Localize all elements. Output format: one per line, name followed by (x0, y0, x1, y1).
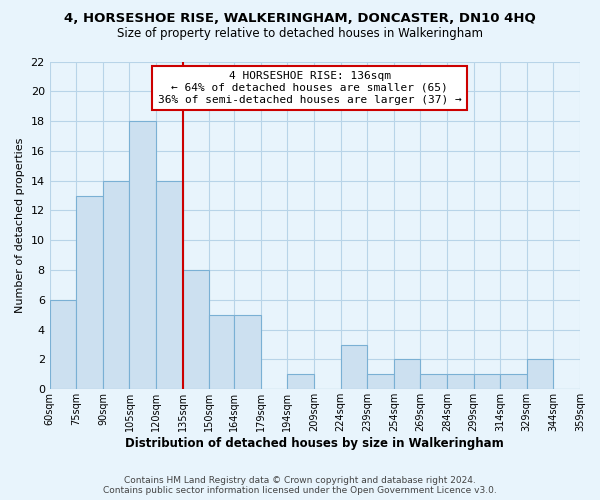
Bar (234, 315, 261, 390)
Y-axis label: Number of detached properties: Number of detached properties (15, 138, 25, 313)
Bar (447, 374, 473, 390)
Bar (76, 196, 103, 390)
X-axis label: Distribution of detached houses by size in Walkeringham: Distribution of detached houses by size … (125, 437, 504, 450)
Bar (341, 344, 367, 390)
Text: 4, HORSESHOE RISE, WALKERINGHAM, DONCASTER, DN10 4HQ: 4, HORSESHOE RISE, WALKERINGHAM, DONCAST… (64, 12, 536, 26)
Bar (527, 360, 553, 390)
Bar (156, 180, 182, 390)
Bar (367, 374, 394, 390)
Bar (130, 121, 156, 390)
Bar (473, 374, 500, 390)
Bar (182, 270, 209, 390)
Bar (50, 300, 76, 390)
Bar (500, 374, 527, 390)
Bar (394, 360, 421, 390)
Bar (421, 374, 447, 390)
Bar (103, 180, 130, 390)
Bar (209, 315, 234, 390)
Text: Contains HM Land Registry data © Crown copyright and database right 2024.
Contai: Contains HM Land Registry data © Crown c… (103, 476, 497, 495)
Text: 4 HORSESHOE RISE: 136sqm
← 64% of detached houses are smaller (65)
36% of semi-d: 4 HORSESHOE RISE: 136sqm ← 64% of detach… (158, 72, 461, 104)
Text: Size of property relative to detached houses in Walkeringham: Size of property relative to detached ho… (117, 28, 483, 40)
Bar (287, 374, 314, 390)
